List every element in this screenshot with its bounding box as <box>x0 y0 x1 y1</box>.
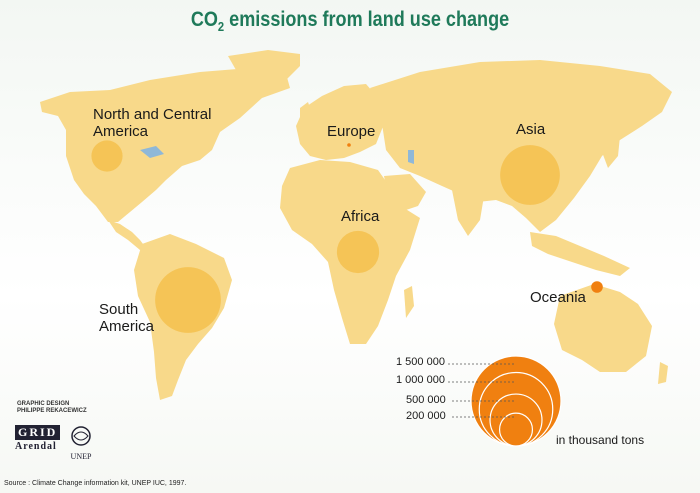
bubble-europe <box>347 143 351 147</box>
legend-label-200000: 200 000 <box>406 410 446 422</box>
landmass-uk <box>300 102 312 124</box>
label-south-america: South America <box>99 301 155 335</box>
landmass-asia <box>370 60 672 232</box>
bubble-asia <box>500 145 560 205</box>
landmass-australia <box>554 284 652 372</box>
lake-caspian <box>408 150 414 164</box>
landmass-europe <box>296 84 384 160</box>
unep-emblem-icon <box>71 426 91 446</box>
legend-circle-200000 <box>498 412 534 447</box>
legend-label-1000000: 1 000 000 <box>396 374 445 386</box>
landmass-india <box>452 190 484 236</box>
lake-great-lakes <box>140 146 164 158</box>
label-africa: Africa <box>341 208 380 225</box>
bubble-south-america <box>155 267 221 333</box>
bubble-north-central-america <box>91 140 123 172</box>
label-oceania: Oceania <box>530 289 586 306</box>
landmass-central-america <box>108 220 146 250</box>
map-title: CO2 emissions from land use change <box>190 8 510 35</box>
landmass-madagascar <box>404 286 414 318</box>
legend-unit: in thousand tons <box>556 433 645 447</box>
design-credit: GRAPHIC DESIGN PHILIPPE REKACEWICZ <box>17 401 87 414</box>
landmass-new-zealand <box>658 362 668 384</box>
unep-logo: UNEP <box>66 425 96 461</box>
source-note: Source : Climate Change information kit,… <box>4 480 187 487</box>
legend-label-1500000: 1 500 000 <box>396 356 445 368</box>
bubble-oceania <box>591 281 603 293</box>
bubble-africa <box>336 230 380 274</box>
label-asia: Asia <box>516 121 546 138</box>
landmass-se-asia <box>530 232 630 276</box>
landmass-greenland <box>228 50 300 94</box>
grid-arendal-logo: GRID Arendal <box>15 423 63 452</box>
legend-label-500000: 500 000 <box>406 394 446 406</box>
landmass-japan <box>602 130 620 168</box>
landmass-north-america <box>40 68 290 222</box>
label-europe: Europe <box>327 123 376 140</box>
label-north-central-america: North and Central America <box>93 106 212 140</box>
